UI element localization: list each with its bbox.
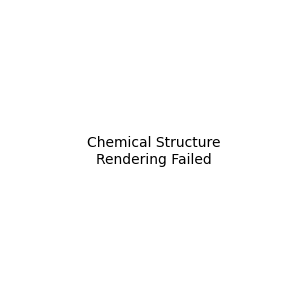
Text: Chemical Structure
Rendering Failed: Chemical Structure Rendering Failed xyxy=(87,136,220,166)
